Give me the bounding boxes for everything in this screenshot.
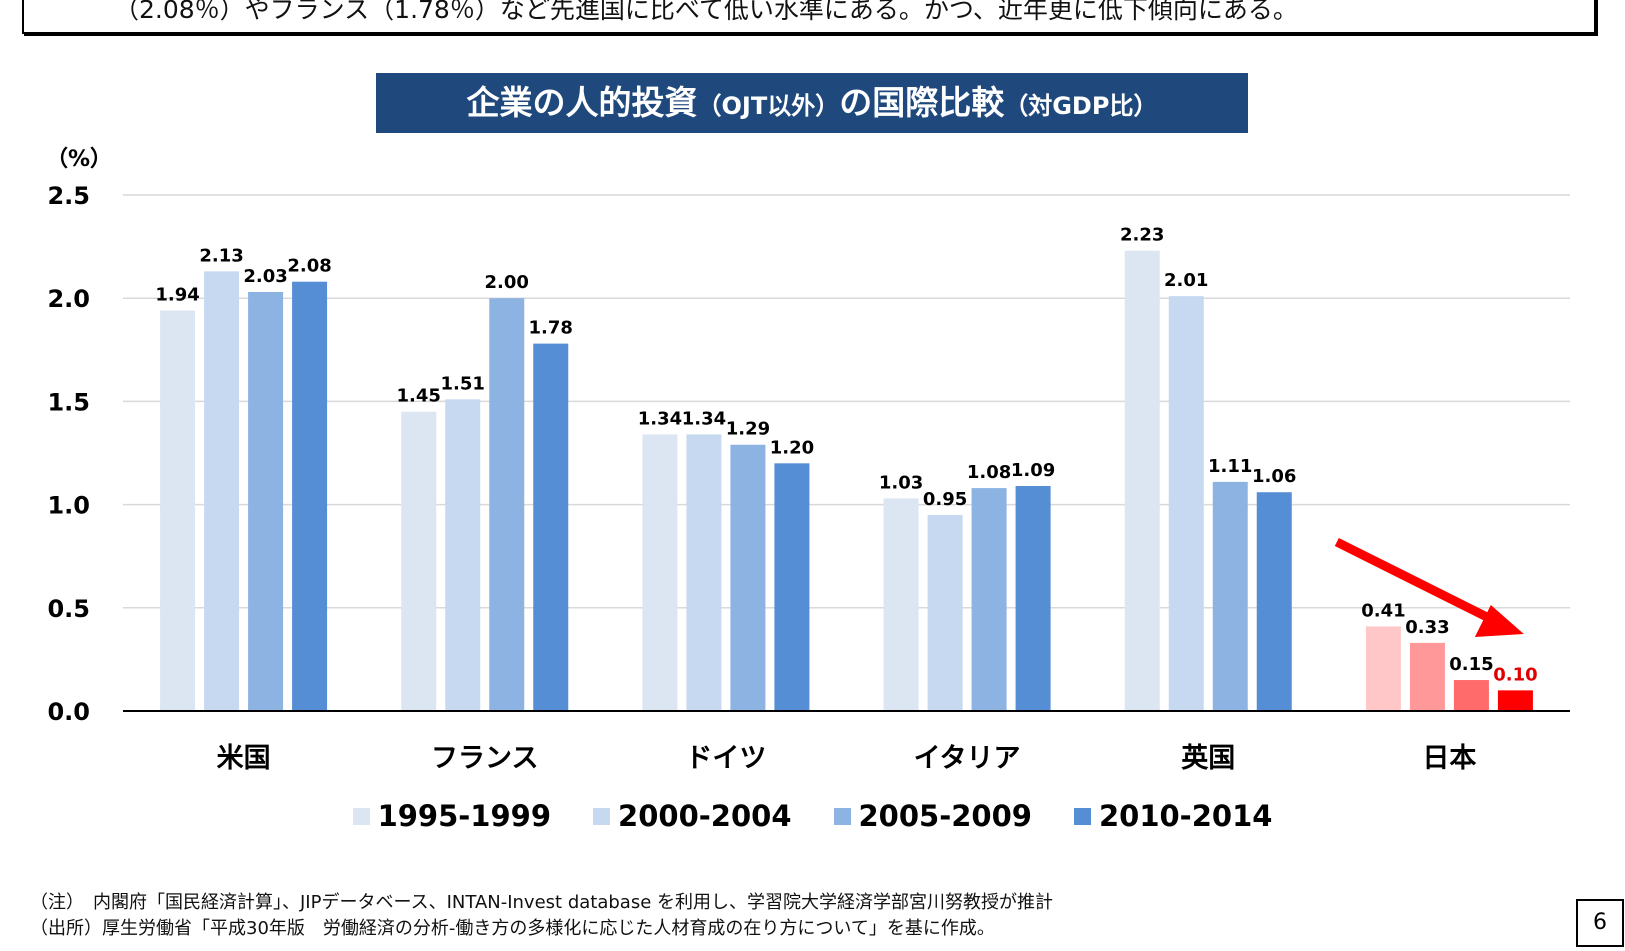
bar (971, 488, 1007, 711)
legend-swatch (593, 807, 611, 825)
legend-swatch (833, 807, 851, 825)
summary-text: （2.08％）やフランス（1.78％）など先進国に比べて低い水準にある。かつ、近… (114, 0, 1298, 24)
chart-legend: 1995-1999 2000-2004 2005-2009 2010-2014 (0, 796, 1625, 836)
bar (686, 434, 722, 711)
data-label: 1.78 (529, 318, 573, 339)
x-tick-label: ドイツ (685, 743, 766, 774)
bar (1212, 481, 1248, 711)
x-tick-label: 日本 (1422, 743, 1476, 774)
y-tick-label: 0.0 (47, 698, 90, 726)
bar (401, 411, 437, 711)
data-label: 1.29 (726, 419, 770, 440)
legend-item: 2000-2004 (593, 799, 792, 833)
bar-chart: （%） 0.0 0.5 1.0 1.5 2.0 2.5 1.942.132.03 2.08 米国 1… (46, 147, 1570, 774)
data-label: 1.03 (879, 472, 923, 493)
bar (292, 281, 328, 711)
data-label: 0.33 (1405, 617, 1449, 638)
note-line: （注） 内閣府「国民経済計算」、JIPデータベース、INTAN-Invest d… (30, 892, 1053, 913)
title-paren-gdp: （対GDP比） (1004, 92, 1158, 120)
summary-text-box: （2.08％）やフランス（1.78％）など先進国に比べて低い水準にある。かつ、近… (22, 0, 1596, 34)
bar (774, 463, 810, 711)
data-label: 2.13 (199, 245, 243, 266)
data-label: 1.45 (397, 386, 441, 407)
bar (1168, 296, 1204, 711)
data-label: 2.01 (1164, 270, 1208, 291)
legend-label: 2010-2014 (1098, 799, 1273, 833)
legend-label: 2000-2004 (618, 799, 792, 833)
trend-arrow-line (1334, 537, 1495, 625)
legend-item: 2005-2009 (833, 799, 1032, 833)
data-label: 1.34 (638, 408, 682, 429)
data-label: 2.03 (243, 266, 287, 287)
data-label: 1.09 (1011, 460, 1055, 481)
y-axis-label: （%） (46, 147, 112, 172)
title-main: 企業の人的投資 (466, 83, 698, 122)
data-label: 0.41 (1361, 600, 1405, 621)
bar (642, 434, 678, 711)
chart-title: 企業の人的投資（OJT以外）の国際比較（対GDP比） (376, 73, 1248, 133)
y-tick-label: 2.0 (47, 285, 90, 313)
x-tick-label: フランス (431, 743, 538, 774)
legend-label: 2005-2009 (858, 799, 1032, 833)
trend-arrow-head (1474, 605, 1524, 637)
data-label: 1.51 (441, 373, 485, 394)
x-tick-label: 米国 (217, 743, 271, 774)
bar (160, 310, 196, 711)
bar (1365, 626, 1401, 711)
page-number: 6 (1576, 899, 1624, 947)
legend-label: 1995-1999 (377, 799, 552, 833)
x-tick-label: イタリア (914, 743, 1021, 774)
legend-item: 2010-2014 (1073, 799, 1273, 833)
y-tick-label: 0.5 (47, 595, 90, 623)
bar (533, 343, 569, 711)
data-label: 0.95 (923, 489, 967, 510)
data-label: 1.11 (1208, 456, 1252, 477)
title-mid: の国際比較 (839, 83, 1005, 122)
bar (883, 498, 919, 711)
data-label: 1.94 (155, 285, 199, 306)
bar (1453, 680, 1489, 711)
y-tick-label: 2.5 (47, 182, 90, 210)
data-label: 1.08 (967, 462, 1011, 483)
data-label: 1.06 (1252, 466, 1296, 487)
data-label: 1.34 (682, 408, 726, 429)
title-paren-ojt: （OJT以外） (697, 92, 840, 120)
bar (445, 399, 481, 711)
legend-item: 1995-1999 (352, 799, 552, 833)
data-label: 2.23 (1120, 225, 1164, 246)
bar (204, 271, 240, 711)
data-label: 0.15 (1449, 654, 1493, 675)
legend-swatch (352, 807, 370, 825)
bar (1409, 642, 1445, 711)
bar (1497, 690, 1533, 711)
y-tick-label: 1.5 (47, 388, 90, 416)
data-label: 0.10 (1493, 664, 1537, 685)
data-label: 2.00 (485, 272, 529, 293)
y-tick-label: 1.0 (47, 492, 90, 520)
legend-swatch (1073, 807, 1091, 825)
bar (1124, 250, 1160, 711)
x-tick-label: 英国 (1181, 743, 1235, 774)
data-label: 1.20 (770, 437, 814, 458)
bar (927, 514, 963, 711)
bar (1015, 486, 1051, 711)
bar (248, 292, 284, 711)
bar (730, 444, 766, 711)
data-label: 2.08 (287, 256, 331, 277)
bar (489, 298, 525, 711)
bar (1256, 492, 1292, 711)
source-line: （出所）厚生労働省「平成30年版 労働経済の分析-働き方の多様化に応じた人材育成… (30, 918, 995, 939)
